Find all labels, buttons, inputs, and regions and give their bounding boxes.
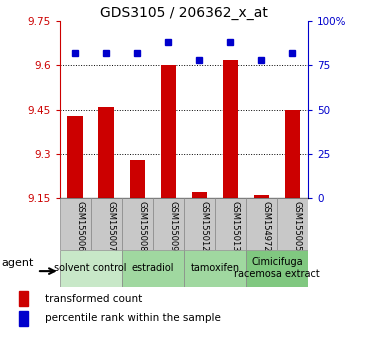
Text: transformed count: transformed count [45,293,142,304]
Bar [19,311,28,326]
Bar [129,160,145,198]
Text: solvent control: solvent control [54,263,127,273]
Bar [184,250,246,287]
Bar [19,291,28,306]
Text: Cimicifuga
racemosa extract: Cimicifuga racemosa extract [234,257,320,279]
Bar [91,198,122,250]
Bar [99,107,114,198]
Text: GSM155012: GSM155012 [199,201,208,251]
Bar [223,59,238,198]
Text: GSM155013: GSM155013 [230,201,239,251]
Bar [60,198,91,250]
Text: GSM155009: GSM155009 [168,201,177,251]
Text: GSM155008: GSM155008 [137,201,146,251]
Text: GSM155005: GSM155005 [293,201,301,251]
Bar [161,65,176,198]
Bar [246,198,277,250]
Text: estradiol: estradiol [132,263,174,273]
Text: tamoxifen: tamoxifen [190,263,239,273]
Bar [122,198,153,250]
Bar [122,250,184,287]
Bar [215,198,246,250]
Bar [60,250,122,287]
Bar [67,116,83,198]
Bar [277,198,308,250]
Bar [285,110,300,198]
Bar [184,198,215,250]
Bar [192,192,207,198]
Text: GSM154972: GSM154972 [261,201,270,251]
Bar [246,250,308,287]
Bar [254,195,269,198]
Text: GSM155007: GSM155007 [106,201,115,251]
Text: percentile rank within the sample: percentile rank within the sample [45,313,221,323]
Bar [153,198,184,250]
Title: GDS3105 / 206362_x_at: GDS3105 / 206362_x_at [100,6,268,20]
Text: GSM155006: GSM155006 [75,201,84,251]
Text: agent: agent [1,258,33,268]
